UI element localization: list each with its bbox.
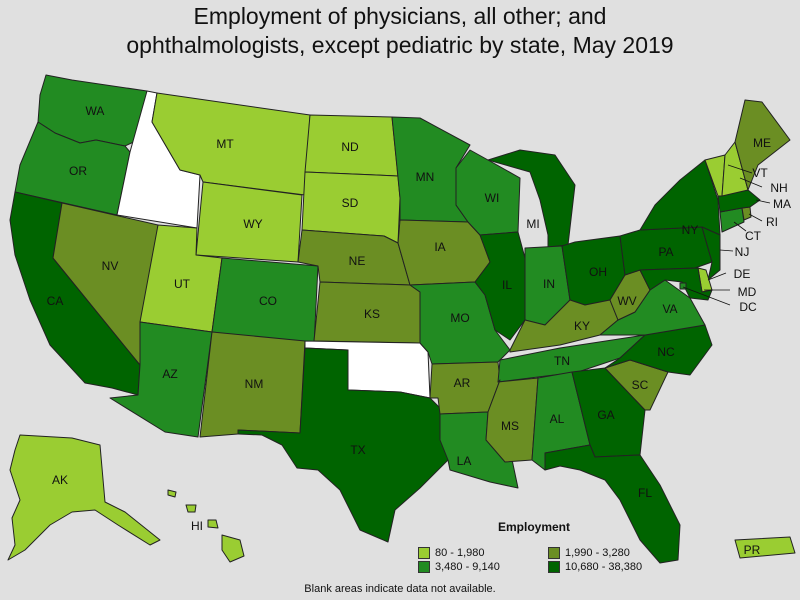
legend-label-2: 1,990 - 3,280 [565, 547, 630, 559]
svg-text:PR: PR [744, 543, 761, 557]
svg-text:MT: MT [216, 137, 234, 151]
map-title: Employment of physicians, all other; and… [0, 2, 800, 60]
legend-swatch-4 [548, 561, 560, 574]
svg-text:FL: FL [638, 486, 652, 500]
legend-label-1: 80 - 1,980 [435, 547, 485, 559]
svg-text:MD: MD [738, 285, 757, 299]
svg-text:VA: VA [662, 302, 677, 316]
title-line-1: Employment of physicians, all other; and [193, 3, 607, 29]
svg-text:TN: TN [554, 354, 570, 368]
svg-text:WY: WY [243, 217, 262, 231]
state-HI[interactable] [167, 489, 245, 563]
svg-text:NH: NH [770, 181, 787, 195]
svg-text:MI: MI [526, 217, 539, 231]
state-RI[interactable] [741, 206, 752, 221]
legend-swatch-3 [418, 561, 430, 574]
legend-swatch-2 [548, 547, 560, 560]
svg-text:NY: NY [682, 223, 699, 237]
svg-text:CO: CO [259, 294, 277, 308]
svg-text:OH: OH [589, 265, 607, 279]
svg-text:DE: DE [734, 267, 751, 281]
svg-text:NJ: NJ [735, 245, 750, 259]
svg-text:WI: WI [485, 191, 500, 205]
svg-text:AL: AL [550, 412, 565, 426]
svg-text:NC: NC [657, 345, 675, 359]
svg-text:WA: WA [86, 104, 105, 118]
svg-text:CA: CA [47, 294, 64, 308]
svg-text:NV: NV [102, 259, 119, 273]
svg-text:WV: WV [617, 294, 636, 308]
svg-text:MO: MO [450, 311, 469, 325]
data-availability-note: Blank areas indicate data not available. [304, 583, 496, 595]
state-labels: WA OR CA NV MT WY UT AZ CO NM ND SD NE K… [47, 104, 791, 557]
legend-label-3: 3,480 - 9,140 [435, 561, 500, 573]
state-MD[interactable] [639, 267, 713, 301]
legend-item-3: 3,480 - 9,140 [418, 561, 500, 575]
legend-item-4: 10,680 - 38,380 [548, 561, 642, 575]
legend-label-4: 10,680 - 38,380 [565, 561, 643, 573]
svg-text:SD: SD [342, 196, 359, 210]
state-ME[interactable] [734, 99, 791, 191]
state-PR[interactable] [734, 536, 796, 559]
svg-text:ND: ND [341, 140, 359, 154]
state-FL[interactable] [544, 444, 681, 564]
svg-text:RI: RI [766, 215, 778, 229]
state-AK[interactable] [7, 434, 161, 561]
legend-item-2: 1,990 - 3,280 [548, 547, 630, 561]
svg-text:TX: TX [350, 443, 365, 457]
state-TX[interactable] [237, 347, 449, 543]
state-NY[interactable] [639, 159, 721, 236]
svg-text:PA: PA [658, 245, 673, 259]
svg-text:ME: ME [753, 136, 771, 150]
svg-text:VT: VT [752, 166, 768, 180]
svg-text:KY: KY [574, 319, 590, 333]
svg-text:SC: SC [632, 378, 649, 392]
svg-text:LA: LA [457, 454, 472, 468]
svg-text:NM: NM [245, 377, 264, 391]
svg-text:CT: CT [745, 229, 762, 243]
svg-text:AZ: AZ [162, 367, 177, 381]
svg-text:GA: GA [597, 408, 614, 422]
svg-text:AR: AR [454, 376, 471, 390]
svg-text:KS: KS [364, 307, 380, 321]
legend-swatch-1 [418, 547, 430, 560]
state-NJ[interactable] [701, 226, 721, 281]
svg-text:MS: MS [501, 419, 519, 433]
title-line-2: ophthalmologists, except pediatric by st… [126, 32, 674, 58]
legend-item-1: 80 - 1,980 [418, 547, 485, 561]
svg-text:MN: MN [416, 170, 435, 184]
svg-text:IN: IN [543, 277, 555, 291]
svg-text:IL: IL [502, 278, 512, 292]
svg-text:MA: MA [773, 197, 791, 211]
state-OR[interactable] [14, 121, 131, 216]
svg-text:OR: OR [69, 164, 87, 178]
svg-text:DC: DC [739, 300, 757, 314]
svg-text:UT: UT [174, 277, 191, 291]
svg-text:AK: AK [52, 473, 68, 487]
state-IL[interactable] [474, 231, 526, 341]
legend-title: Employment [498, 520, 571, 534]
svg-text:NE: NE [349, 254, 366, 268]
svg-text:IA: IA [434, 240, 445, 254]
svg-text:HI: HI [191, 519, 203, 533]
